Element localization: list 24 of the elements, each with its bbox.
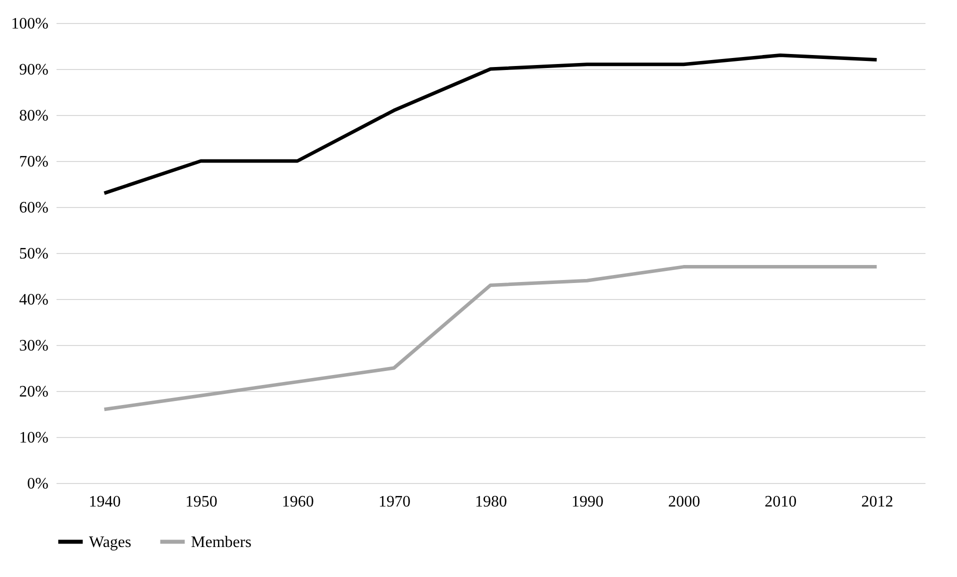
y-tick-label: 30% bbox=[19, 338, 48, 354]
x-tick-label: 1980 bbox=[475, 494, 507, 510]
legend-label: Members bbox=[191, 534, 252, 551]
y-tick-label: 90% bbox=[19, 62, 48, 78]
x-tick-label: 1950 bbox=[185, 494, 218, 510]
line-series bbox=[102, 265, 878, 412]
y-tick-label: 50% bbox=[19, 246, 48, 262]
y-tick-label: 70% bbox=[19, 154, 48, 170]
y-tick-label: 60% bbox=[19, 200, 48, 216]
x-tick-label: 1940 bbox=[88, 494, 121, 510]
x-tick-label: 1970 bbox=[378, 494, 410, 510]
y-tick-label: 80% bbox=[19, 108, 48, 124]
legend-label: Wages bbox=[89, 534, 132, 551]
y-tick-label: 0% bbox=[27, 476, 48, 492]
y-tick-label: 40% bbox=[19, 292, 48, 308]
x-tick-label: 2000 bbox=[668, 494, 700, 510]
y-tick-label: 20% bbox=[19, 384, 48, 400]
x-tick-label: 2012 bbox=[861, 494, 894, 510]
line-series bbox=[102, 53, 878, 195]
x-tick-label: 1990 bbox=[572, 494, 604, 510]
x-tick-label: 2010 bbox=[764, 494, 797, 510]
y-tick-label: 100% bbox=[11, 16, 48, 32]
y-tick-label: 10% bbox=[19, 430, 48, 446]
x-tick-label: 1960 bbox=[282, 494, 314, 510]
